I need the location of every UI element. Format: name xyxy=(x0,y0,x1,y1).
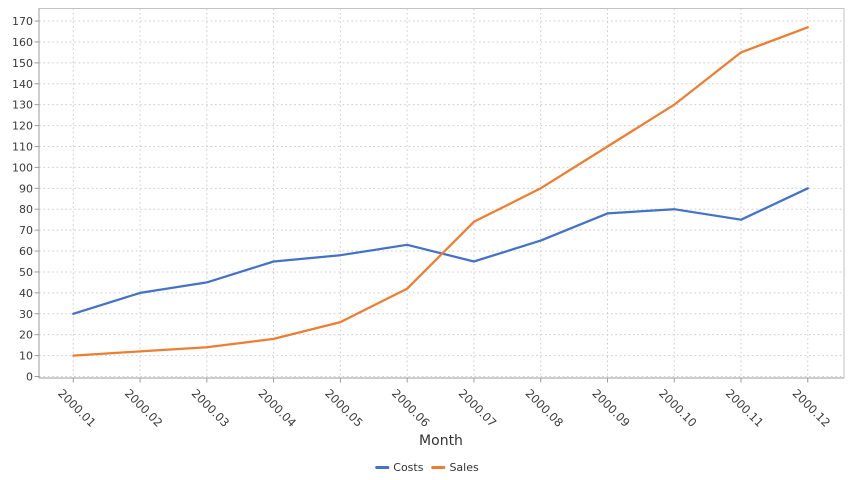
y-tick-label: 60 xyxy=(19,245,33,258)
x-tick-label: 2000.02 xyxy=(122,386,166,430)
axis-lines xyxy=(38,8,844,379)
x-tick-label: 2000.10 xyxy=(656,386,700,430)
x-axis-tick-labels: 2000.01 2000.02 2000.03 2000.04 2000.05 2000.… xyxy=(55,386,833,430)
x-tick-label: 2000.06 xyxy=(389,386,433,430)
x-tick-label: 2000.04 xyxy=(255,386,299,430)
legend-label-costs: Costs xyxy=(393,461,424,474)
x-tick-label: 2000.09 xyxy=(589,386,633,430)
costs-line xyxy=(72,187,809,315)
x-axis-title: Month xyxy=(419,433,463,449)
y-tick-label: 50 xyxy=(19,266,33,279)
x-tick-label: 2000.12 xyxy=(790,386,834,430)
y-tick-label: 90 xyxy=(19,182,33,195)
costs-line-marker-icon xyxy=(375,466,390,469)
legend: Costs Sales xyxy=(375,461,479,474)
plot-area xyxy=(38,8,845,379)
legend-label-sales: Sales xyxy=(449,461,479,474)
x-tick-label: 2000.01 xyxy=(55,386,99,430)
y-tick-label: 130 xyxy=(12,99,33,112)
x-tick-label: 2000.03 xyxy=(189,386,233,430)
tick-marks xyxy=(34,20,809,383)
y-tick-label: 140 xyxy=(12,78,33,91)
y-tick-label: 10 xyxy=(19,350,33,363)
legend-item-costs: Costs xyxy=(375,461,423,474)
sales-line xyxy=(72,26,809,357)
y-tick-label: 20 xyxy=(19,329,33,342)
x-tick-label: 2000.11 xyxy=(723,386,767,430)
y-tick-label: 120 xyxy=(12,120,33,133)
y-tick-label: 170 xyxy=(12,15,33,28)
y-tick-label: 30 xyxy=(19,308,33,321)
legend-item-sales: Sales xyxy=(431,461,479,474)
x-tick-label: 2000.07 xyxy=(456,386,500,430)
x-tick-label: 2000.05 xyxy=(322,386,366,430)
y-tick-label: 110 xyxy=(12,141,33,154)
y-tick-label: 100 xyxy=(12,161,33,174)
y-tick-label: 150 xyxy=(12,57,33,70)
y-tick-label: 80 xyxy=(19,203,33,216)
y-tick-label: 160 xyxy=(12,36,33,49)
y-tick-label: 0 xyxy=(26,371,33,384)
sales-line-marker-icon xyxy=(431,466,446,469)
y-tick-label: 40 xyxy=(19,287,33,300)
x-tick-label: 2000.08 xyxy=(523,386,567,430)
y-axis-tick-labels: 0 10 20 30 40 50 60 70 80 90 100 110 120 130 140 150 160… xyxy=(12,15,33,383)
y-tick-label: 70 xyxy=(19,224,33,237)
